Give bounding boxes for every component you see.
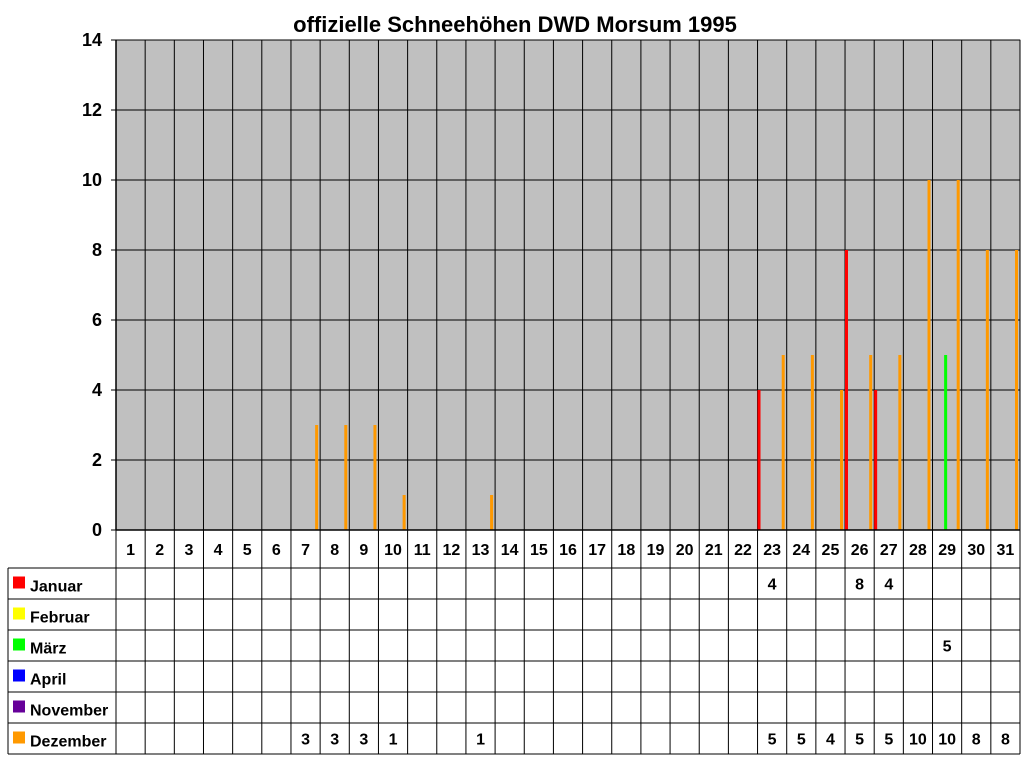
x-tick-label: 12 [442, 542, 460, 559]
bar-dezember-28 [927, 180, 931, 530]
bar-dezember-23 [781, 355, 785, 530]
bar-dezember-9 [373, 425, 377, 530]
data-label-dezember-31: 8 [1001, 732, 1010, 749]
x-tick-label: 8 [330, 542, 339, 559]
x-tick-label: 17 [588, 542, 606, 559]
data-label-dezember-10: 1 [389, 732, 398, 749]
x-tick-label: 7 [301, 542, 310, 559]
x-tick-label: 4 [214, 542, 223, 559]
x-tick-label: 22 [734, 542, 752, 559]
y-tick-label: 10 [82, 170, 102, 190]
data-table: 1 2 3 4 5 6 7 8 9 10 11 12 13 14 15 16 17 18 19 20 21 22 23 24 2… [7, 529, 1021, 755]
x-tick-label: 16 [559, 542, 577, 559]
x-tick-label: 28 [909, 542, 927, 559]
data-label-dezember-27: 5 [884, 732, 893, 749]
x-tick-label: 6 [272, 542, 281, 559]
data-label-märz-29: 5 [943, 639, 952, 656]
x-tick-label: 23 [763, 542, 781, 559]
bar-januar-27 [874, 390, 878, 530]
x-tick-label: 1 [126, 542, 135, 559]
y-tick-label: 0 [92, 520, 102, 540]
legend-label-januar: Januar [30, 579, 82, 596]
x-tick-label: 13 [472, 542, 490, 559]
x-tick-label: 29 [938, 542, 956, 559]
x-tick-label: 26 [851, 542, 869, 559]
x-tick-label: 18 [617, 542, 635, 559]
legend-label-märz: März [30, 641, 66, 658]
bar-januar-23 [757, 390, 761, 530]
x-tick-label: 3 [184, 542, 193, 559]
data-label-dezember-13: 1 [476, 732, 485, 749]
chart-title: offizielle Schneehöhen DWD Morsum 1995 [293, 12, 737, 37]
legend-key-april [13, 669, 25, 682]
x-tick-label: 30 [967, 542, 985, 559]
data-label-januar-27: 4 [884, 577, 893, 594]
data-label-dezember-25: 4 [826, 732, 835, 749]
y-tick-label: 8 [92, 240, 102, 260]
legend-key-februar [13, 607, 25, 620]
legend-key-november [13, 700, 25, 713]
x-tick-label: 24 [792, 542, 810, 559]
bar-dezember-25 [840, 390, 844, 530]
legend-label-april: April [30, 672, 66, 689]
bar-dezember-26 [869, 355, 873, 530]
y-tick-label: 2 [92, 450, 102, 470]
y-axis: 0 2 4 6 8 10 12 14 [82, 30, 117, 540]
bar-dezember-13 [490, 495, 494, 530]
y-tick-label: 12 [82, 100, 102, 120]
bar-dezember-27 [898, 355, 902, 530]
bar-dezember-7 [315, 425, 319, 530]
x-tick-label: 9 [359, 542, 368, 559]
legend-label-februar: Februar [30, 610, 90, 627]
y-tick-label: 14 [82, 30, 102, 50]
x-tick-label: 25 [822, 542, 840, 559]
bar-märz-29 [944, 355, 948, 530]
bar-dezember-10 [402, 495, 406, 530]
data-label-dezember-24: 5 [797, 732, 806, 749]
x-tick-label: 19 [647, 542, 665, 559]
bar-dezember-29 [956, 180, 960, 530]
data-label-dezember-28: 10 [909, 732, 927, 749]
legend-label-dezember: Dezember [30, 734, 106, 751]
x-tick-label: 31 [997, 542, 1015, 559]
bar-dezember-24 [810, 355, 814, 530]
x-tick-label: 20 [676, 542, 694, 559]
x-tick-label: 2 [155, 542, 164, 559]
x-tick-label: 5 [243, 542, 252, 559]
data-label-dezember-9: 3 [359, 732, 368, 749]
legend-key-märz [13, 638, 25, 651]
bar-dezember-8 [344, 425, 348, 530]
data-label-dezember-30: 8 [972, 732, 981, 749]
bar-dezember-30 [985, 250, 989, 530]
x-tick-label: 27 [880, 542, 898, 559]
data-label-dezember-8: 3 [330, 732, 339, 749]
x-tick-label: 14 [501, 542, 519, 559]
x-tick-label: 15 [530, 542, 548, 559]
legend-key-januar [13, 576, 25, 589]
data-label-dezember-23: 5 [768, 732, 777, 749]
bars [315, 180, 1019, 530]
legend-label-november: November [30, 703, 108, 720]
data-label-dezember-29: 10 [938, 732, 956, 749]
data-label-dezember-26: 5 [855, 732, 864, 749]
bar-dezember-31 [1015, 250, 1019, 530]
x-tick-label: 11 [414, 542, 431, 559]
plot-area [115, 39, 1021, 531]
x-tick-label: 10 [384, 542, 402, 559]
x-tick-label: 21 [705, 542, 723, 559]
y-tick-label: 6 [92, 310, 102, 330]
y-tick-label: 4 [92, 380, 102, 400]
bar-januar-26 [844, 250, 848, 530]
legend-key-dezember [13, 731, 25, 744]
data-label-januar-23: 4 [768, 577, 777, 594]
data-label-januar-26: 8 [855, 577, 864, 594]
data-label-dezember-7: 3 [301, 732, 310, 749]
